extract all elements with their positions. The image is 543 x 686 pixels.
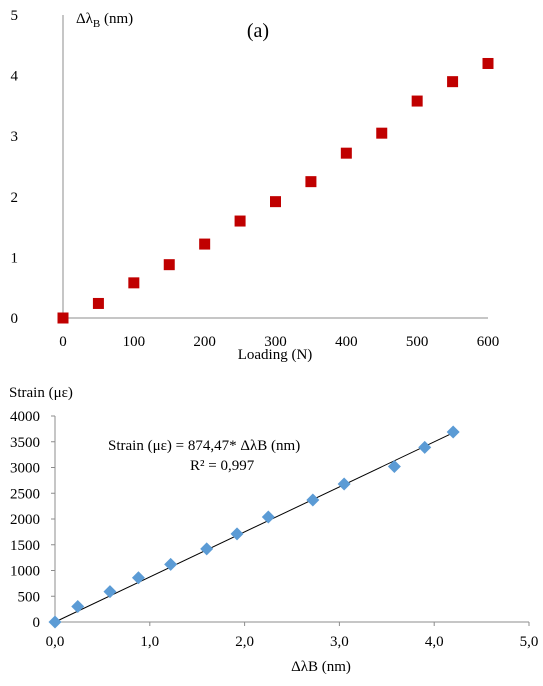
chart-a-ylabel: ΔλB (nm) bbox=[76, 11, 133, 30]
chart-b-x-tick-label: 3,0 bbox=[330, 634, 349, 650]
chart-a-y-tick-label: 1 bbox=[11, 250, 19, 266]
chart-a-y-tick-label: 0 bbox=[11, 311, 19, 327]
chart-a-x-tick-label: 0 bbox=[59, 334, 67, 350]
chart-b-y-tick-label: 1500 bbox=[10, 538, 40, 554]
chart-a-panel-label: (a) bbox=[247, 20, 269, 42]
chart-a-point bbox=[57, 312, 69, 324]
chart-b-x-tick-label: 4,0 bbox=[425, 634, 444, 650]
chart-b-point bbox=[103, 585, 117, 599]
chart-b-point bbox=[200, 542, 214, 556]
chart-b-point bbox=[387, 459, 401, 473]
chart-b-ylabel: Strain (με) bbox=[9, 385, 73, 401]
chart-b-point bbox=[131, 571, 145, 585]
chart-b-y-tick-label: 4000 bbox=[10, 409, 40, 425]
chart-a-point bbox=[411, 95, 423, 107]
chart-b-xlabel: ΔλB (nm) bbox=[291, 659, 351, 675]
chart-a-point bbox=[199, 238, 211, 250]
chart-b-point bbox=[306, 493, 320, 507]
chart-b: 0 500 1000 1500 2000 2500 3000 3500 4000 0,0 1,0 2,… bbox=[0, 378, 543, 681]
chart-b-y-tick-label: 1000 bbox=[10, 564, 40, 580]
chart-b-x-tick-label: 5,0 bbox=[520, 634, 539, 650]
chart-b-y-tick-label: 0 bbox=[33, 615, 41, 631]
chart-b-point bbox=[418, 440, 432, 454]
chart-a-x-tick-label: 200 bbox=[193, 334, 216, 350]
chart-b-equation: Strain (με) = 874,47* ΔλB (nm) bbox=[108, 438, 300, 454]
chart-b-point bbox=[71, 600, 85, 614]
chart-b-point bbox=[261, 510, 275, 524]
chart-a-point bbox=[305, 176, 317, 188]
chart-b-x-tick-label: 2,0 bbox=[235, 634, 254, 650]
chart-a-x-tick-label: 500 bbox=[406, 334, 429, 350]
chart-b-x-tick-label: 1,0 bbox=[140, 634, 159, 650]
chart-a-y-tick-label: 2 bbox=[11, 190, 19, 206]
chart-a-points bbox=[57, 57, 494, 324]
chart-b-y-tick-label: 2500 bbox=[10, 486, 40, 502]
chart-a-point bbox=[92, 297, 104, 309]
chart-a-svg: 0 1 2 3 4 5 0 100 200 300 400 500 600 (a) ΔλB (nm) L… bbox=[11, 8, 500, 363]
chart-b-point bbox=[230, 527, 244, 541]
chart-a-x-tick-label: 600 bbox=[477, 334, 500, 350]
chart-a-point bbox=[482, 57, 494, 69]
chart-a-point bbox=[270, 196, 281, 208]
chart-a-point bbox=[234, 215, 246, 227]
chart-a: 0 1 2 3 4 5 0 100 200 300 400 500 600 (a) ΔλB (nm) L… bbox=[11, 8, 500, 363]
chart-a-point bbox=[340, 147, 352, 159]
chart-b-y-tick-label: 3000 bbox=[10, 461, 40, 477]
chart-a-y-tick-label: 3 bbox=[11, 129, 19, 145]
chart-b-axes bbox=[51, 415, 530, 626]
chart-a-tick-labels: 0 1 2 3 4 5 0 100 200 300 400 500 600 bbox=[11, 8, 500, 350]
chart-a-axes bbox=[62, 15, 488, 319]
chart-a-ylabel-sub: B bbox=[93, 18, 100, 30]
chart-b-x-tick-label: 0,0 bbox=[46, 634, 65, 650]
chart-b-point bbox=[446, 425, 460, 439]
chart-b-tick-labels: 0 500 1000 1500 2000 2500 3000 3500 4000 0,0 1,0 2,… bbox=[10, 409, 538, 650]
chart-a-x-tick-label: 300 bbox=[264, 334, 287, 350]
chart-b-trendline-group bbox=[54, 432, 454, 623]
chart-b-svg: 0 500 1000 1500 2000 2500 3000 3500 4000 0,0 1,0 2,… bbox=[9, 385, 538, 675]
chart-b-y-tick-label: 500 bbox=[18, 589, 41, 605]
chart-b-point bbox=[337, 477, 351, 491]
chart-b-trendline bbox=[54, 432, 454, 623]
chart-b-point bbox=[48, 615, 62, 629]
chart-a-point bbox=[447, 76, 459, 88]
chart-a-point bbox=[128, 277, 140, 289]
chart-b-y-tick-label: 3500 bbox=[10, 435, 40, 451]
chart-b-points bbox=[48, 425, 460, 629]
chart-a-y-tick-label: 5 bbox=[11, 8, 19, 24]
chart-a-x-tick-label: 400 bbox=[335, 334, 358, 350]
chart-a-xlabel: Loading (N) bbox=[238, 347, 313, 363]
chart-a-y-tick-label: 4 bbox=[11, 69, 19, 85]
chart-a-ylabel-unit: (nm) bbox=[100, 11, 133, 27]
chart-b-y-tick-label: 2000 bbox=[10, 512, 40, 528]
chart-a-point bbox=[163, 259, 175, 271]
chart-b-point bbox=[164, 557, 178, 571]
chart-a-point bbox=[376, 127, 388, 139]
chart-a-ylabel-main: Δλ bbox=[76, 11, 94, 27]
chart-a-x-tick-label: 100 bbox=[123, 334, 146, 350]
chart-b-r-squared: R² = 0,997 bbox=[190, 458, 255, 474]
